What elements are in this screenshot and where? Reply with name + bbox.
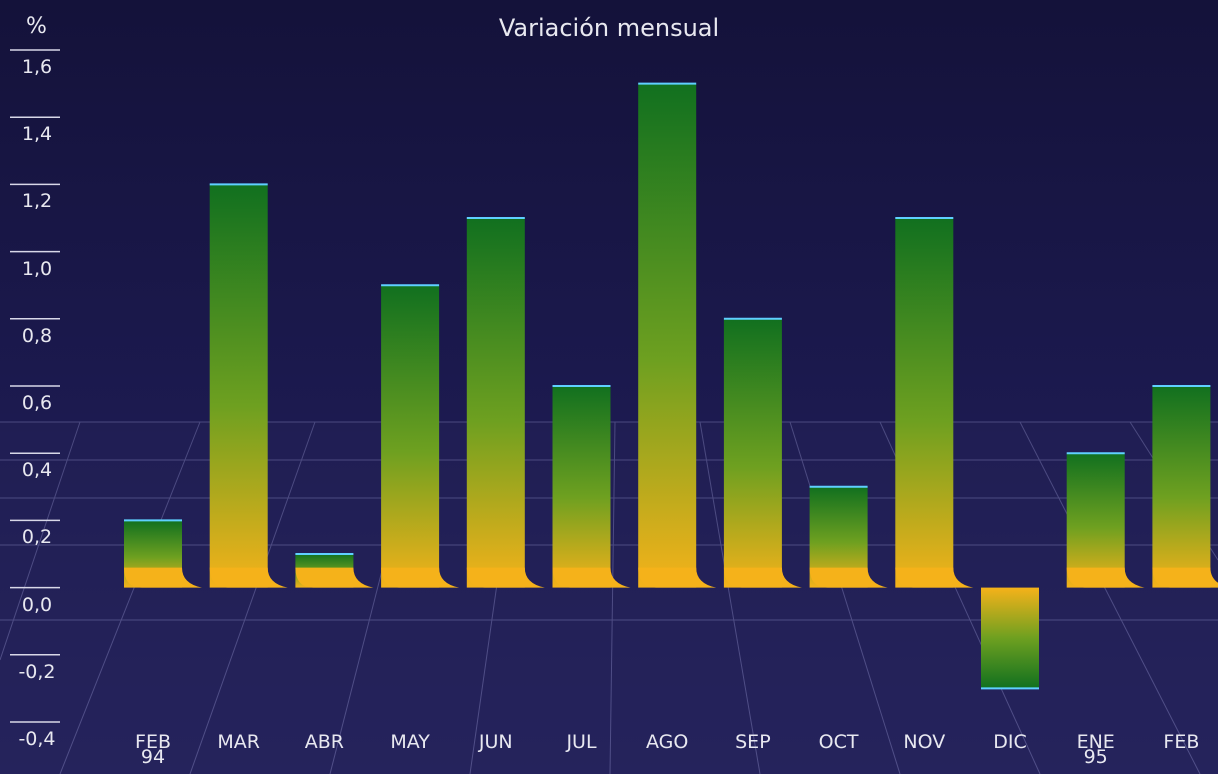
x-tick-label: ABR — [304, 731, 344, 753]
y-tick-label: 1,0 — [21, 257, 53, 280]
y-tick-label: 1,6 — [21, 56, 53, 78]
y-tick-label: 1,4 — [21, 123, 53, 146]
bar-curl — [209, 567, 288, 588]
x-tick-label: JUN — [478, 731, 513, 753]
bar-curl — [381, 567, 460, 588]
bar-curl — [1152, 567, 1218, 588]
x-tick-label: JUL — [566, 731, 597, 753]
y-tick-label: -0,2 — [18, 660, 56, 683]
bar — [1152, 386, 1211, 588]
y-tick-label: 0,2 — [21, 526, 53, 549]
y-axis-label: % — [26, 14, 47, 39]
x-tick-label: FEB 94 — [135, 731, 171, 768]
bar-curl — [1066, 567, 1145, 588]
x-tick-label: MAR — [217, 731, 260, 753]
bar-curl — [895, 567, 974, 588]
y-tick-label: 0,8 — [21, 324, 53, 347]
bar-curl — [295, 567, 374, 588]
bar-curl — [638, 567, 717, 588]
bar — [466, 218, 525, 588]
x-tick-label: DIC — [993, 731, 1027, 753]
bar-curl — [809, 567, 888, 588]
y-tick-label: 0,0 — [21, 593, 53, 616]
bar — [381, 285, 440, 588]
x-tick-label: SEP — [735, 731, 771, 753]
y-tick-label: 0,4 — [21, 459, 53, 482]
bar — [638, 83, 697, 588]
bar-curl — [466, 567, 545, 588]
chart-title: Variación mensual — [498, 14, 720, 42]
bar — [209, 184, 268, 588]
bar — [1066, 453, 1125, 588]
x-tick-label: ENE 95 — [1076, 731, 1115, 768]
x-tick-label: NOV — [903, 731, 946, 753]
bar-curl — [124, 567, 202, 588]
x-tick-label: FEB — [1163, 731, 1200, 753]
x-tick-label: MAY — [390, 731, 430, 753]
bar — [981, 587, 1039, 689]
bar-curl — [723, 567, 802, 588]
bar — [552, 386, 611, 588]
y-tick-label: 0,6 — [21, 392, 53, 414]
bar — [895, 218, 954, 588]
x-tick-label: OCT — [818, 731, 859, 753]
y-tick-label: 1,2 — [21, 190, 53, 213]
x-tick-label: AGO — [646, 731, 689, 753]
y-tick-label: -0,4 — [18, 728, 56, 750]
bar-curl — [552, 567, 631, 588]
bar — [723, 318, 782, 588]
